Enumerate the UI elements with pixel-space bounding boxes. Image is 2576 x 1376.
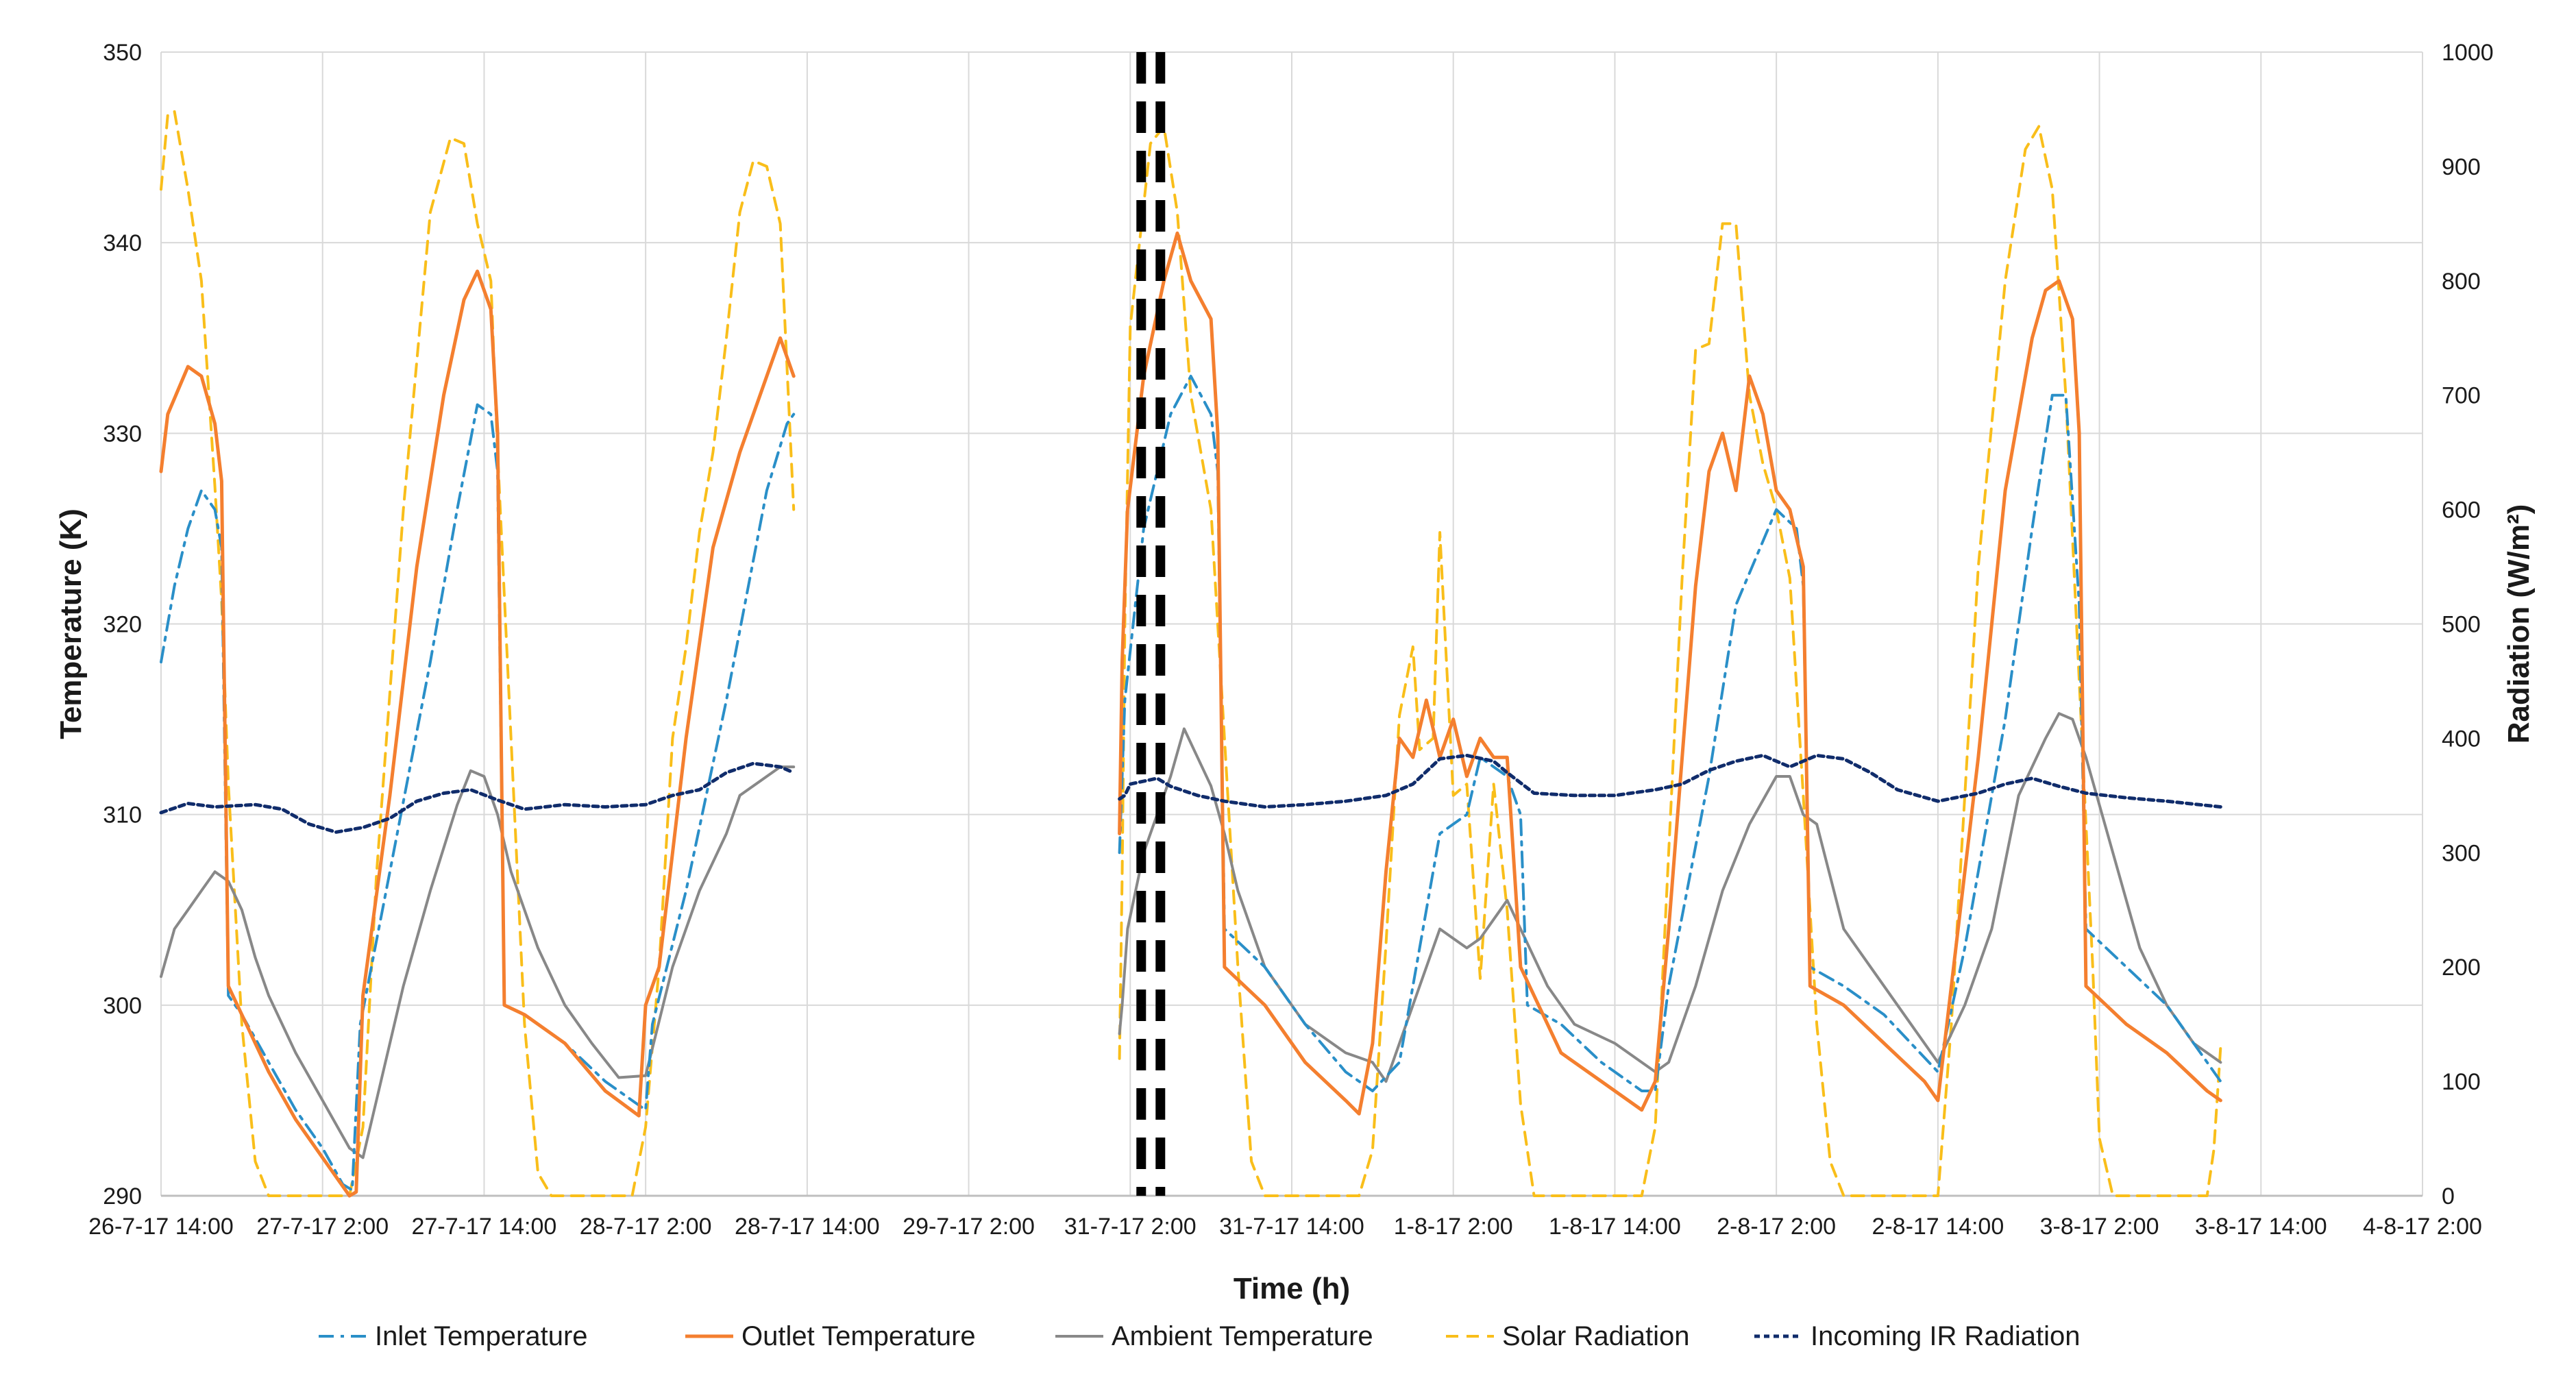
y-tick-label: 320: [103, 612, 142, 638]
y2-tick-label: 0: [2442, 1183, 2455, 1209]
x-tick-label: 2-8-17 2:00: [1717, 1214, 1836, 1240]
y-tick-label: 340: [103, 230, 142, 256]
x-tick-label: 31-7-17 2:00: [1064, 1214, 1197, 1240]
y2-tick-label: 1000: [2442, 40, 2494, 66]
x-tick-label: 26-7-17 14:00: [88, 1214, 234, 1240]
x-tick-label: 29-7-17 2:00: [903, 1214, 1035, 1240]
y-tick-label: 330: [103, 421, 142, 447]
x-tick-label: 2-8-17 14:00: [1872, 1214, 2004, 1240]
x-tick-label: 28-7-17 2:00: [580, 1214, 712, 1240]
y2-tick-label: 500: [2442, 612, 2481, 638]
legend-label: Ambient Temperature: [1112, 1321, 1373, 1351]
y2-tick-label: 400: [2442, 726, 2481, 752]
y-tick-label: 300: [103, 993, 142, 1019]
legend-label: Inlet Temperature: [375, 1321, 588, 1351]
y-tick-label: 350: [103, 40, 142, 66]
x-tick-label: 1-8-17 14:00: [1549, 1214, 1681, 1240]
y2-tick-label: 800: [2442, 269, 2481, 295]
y2-axis-title: Radiation (W/m²): [2502, 504, 2536, 744]
series-line-incoming-ir-radiation-seg0: [159, 761, 796, 834]
y-axis-title: Temperature (K): [54, 508, 88, 739]
series-line-outlet-temperature-seg0: [159, 269, 796, 1198]
y2-tick-label: 900: [2442, 154, 2481, 180]
x-tick-label: 1-8-17 2:00: [1394, 1214, 1513, 1240]
series-line-solar-radiation-seg1: [1118, 125, 2222, 1197]
x-tick-label: 28-7-17 14:00: [735, 1214, 880, 1240]
y2-tick-label: 700: [2442, 383, 2481, 409]
series-line-outlet-temperature-seg1: [1118, 231, 2222, 1116]
y2-tick-label: 100: [2442, 1069, 2481, 1095]
x-tick-label: 27-7-17 2:00: [256, 1214, 389, 1240]
series-line-inlet-temperature-seg0: [160, 403, 796, 1192]
x-tick-label: 3-8-17 2:00: [2040, 1214, 2159, 1240]
axis-break-marker: [1136, 52, 1166, 1196]
x-tick-label: 4-8-17 2:00: [2363, 1214, 2482, 1240]
x-tick-label: 3-8-17 14:00: [2195, 1214, 2327, 1240]
series-line-incoming-ir-radiation-seg1: [1118, 753, 2222, 809]
legend-label: Outlet Temperature: [741, 1321, 976, 1351]
series-line-ambient-temperature-seg1: [1118, 712, 2222, 1083]
series-line-ambient-temperature-seg0: [160, 765, 796, 1159]
y2-tick-label: 300: [2442, 840, 2481, 866]
legend-label: Incoming IR Radiation: [1811, 1321, 2081, 1351]
legend-label: Solar Radiation: [1502, 1321, 1690, 1351]
y-tick-label: 290: [103, 1183, 142, 1209]
series-line-inlet-temperature-seg1: [1118, 374, 2222, 1092]
series-layer: [159, 110, 2222, 1198]
y-tick-label: 310: [103, 802, 142, 828]
legend: Inlet Temperature Outlet Temperature Ambie…: [319, 1321, 2081, 1351]
x-tick-label: 27-7-17 14:00: [412, 1214, 557, 1240]
x-tick-label: 31-7-17 14:00: [1219, 1214, 1364, 1240]
x-axis-title: Time (h): [1234, 1272, 1350, 1305]
y2-tick-label: 200: [2442, 955, 2481, 981]
tick-layer: 290 300 310 320 330 340 350 0 100 200 300 400 500 600…: [88, 40, 2494, 1240]
y2-tick-label: 600: [2442, 497, 2481, 524]
